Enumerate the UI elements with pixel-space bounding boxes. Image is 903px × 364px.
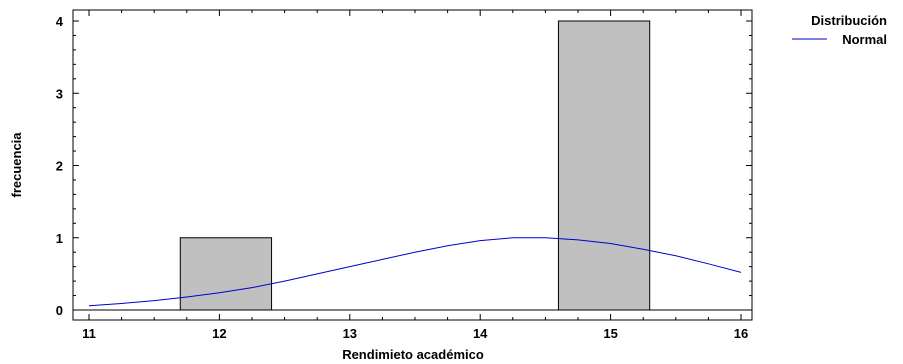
x-axis: 11 12 13 14 15 16 [82,10,748,341]
x-tick-label: 11 [82,326,96,341]
y-axis: 0 1 2 3 4 [56,14,752,318]
histogram-bars [179,20,651,311]
normal-curve [88,237,742,307]
y-axis-title: frecuencia [9,132,24,198]
y-tick-label: 2 [56,159,63,174]
x-tick-label: 15 [603,326,617,341]
legend-title: Distribución [811,13,887,28]
y-tick-label: 3 [56,86,63,101]
x-tick-label: 14 [473,326,488,341]
histogram-bar-0 [179,237,273,311]
y-tick-label: 0 [56,303,63,318]
legend-entry-normal: Normal [842,32,887,47]
x-tick-label: 13 [343,326,357,341]
normal-curve-group [88,237,742,307]
legend: Distribución Normal [792,13,887,47]
histogram-bar-1 [557,20,651,311]
x-tick-label: 16 [734,326,748,341]
y-tick-label: 4 [56,14,64,29]
x-tick-label: 12 [212,326,226,341]
x-axis-title: Rendimieto académico [342,347,484,362]
y-tick-label: 1 [56,231,63,246]
